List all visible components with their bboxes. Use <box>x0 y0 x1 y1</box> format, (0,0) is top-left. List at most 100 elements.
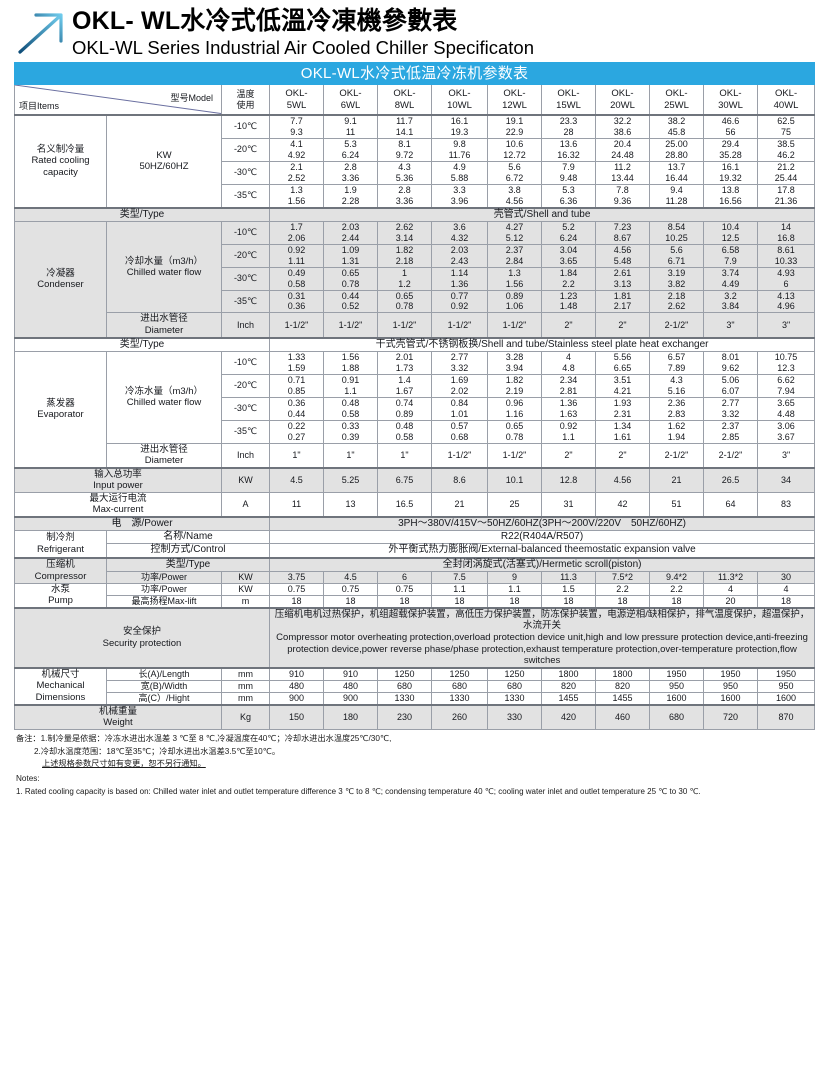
value-cell: 17.8 21.36 <box>756 183 816 209</box>
value-cell: 11.7 14.1 <box>377 113 432 139</box>
max-current-value: 21 <box>431 491 488 518</box>
pump-lift-value: 18 <box>595 594 650 609</box>
compressor-power-value: 6 <box>377 570 432 584</box>
evaporator-diameter-value: 2" <box>595 442 650 469</box>
section-label-pump: 水泵 Pump <box>14 582 107 609</box>
section-label-evaporator: 蒸发器 Evaporator <box>14 350 107 469</box>
max-current-label: 最大运行电流 Max-current <box>14 491 222 518</box>
value-cell: 23.3 28 <box>541 113 596 139</box>
dimension-value: 950 <box>649 679 704 693</box>
condenser-diameter-value: 2-1/2" <box>649 312 704 339</box>
value-cell: 3.65 4.48 <box>756 396 816 421</box>
weight-label: 机械重量 Weight <box>14 703 222 730</box>
value-cell: 10.6 12.72 <box>487 137 542 162</box>
max-current-value: 11 <box>269 491 324 518</box>
max-current-value: 31 <box>541 491 596 518</box>
temperature-cell: -20℃ <box>221 373 270 398</box>
compressor-power-value: 9 <box>487 570 542 584</box>
value-cell: 4.9 5.88 <box>431 160 488 185</box>
evaporator-diameter-label: 进出水管径 Diameter <box>106 442 222 469</box>
temperature-cell: -10℃ <box>221 113 270 139</box>
note-en-1: 1. Rated cooling capacity is based on: C… <box>16 786 701 796</box>
condenser-diameter-unit: Inch <box>221 312 270 339</box>
temperature-cell: -35℃ <box>221 419 270 444</box>
input-power-value: 4.56 <box>595 466 650 493</box>
weight-value: 720 <box>703 703 758 730</box>
pump-lift-value: 18 <box>377 594 432 609</box>
evaporator-type-label: 类型/Type <box>14 336 270 352</box>
value-cell: 0.48 0.58 <box>377 419 432 444</box>
value-cell: 16.1 19.32 <box>703 160 758 185</box>
max-current-unit: A <box>221 491 270 518</box>
value-cell: 3.3 3.96 <box>431 183 488 209</box>
input-power-unit: KW <box>221 466 270 493</box>
value-cell: 38.2 45.8 <box>649 113 704 139</box>
value-cell: 9.1 11 <box>323 113 378 139</box>
value-cell: 2.77 3.32 <box>703 396 758 421</box>
value-cell: 10.75 12.3 <box>756 350 816 375</box>
value-cell: 0.44 0.52 <box>323 289 378 314</box>
value-cell: 4.56 5.48 <box>595 243 650 268</box>
dimension-value: 1330 <box>487 691 542 706</box>
input-power-value: 21 <box>649 466 704 493</box>
refrigerant-control-label: 控制方式/Control <box>106 543 270 559</box>
evaporator-diameter-value: 1-1/2" <box>487 442 542 469</box>
value-cell: 4.3 5.16 <box>649 373 704 398</box>
security-text-en: Compressor motor overheating protection,… <box>276 632 808 667</box>
refrigerant-name-label: 名称/Name <box>106 530 270 545</box>
value-cell: 7.8 9.36 <box>595 183 650 209</box>
condenser-diameter-value: 3" <box>756 312 816 339</box>
value-cell: 9.8 11.76 <box>431 137 488 162</box>
pump-lift-value: 18 <box>269 594 324 609</box>
value-cell: 1.62 1.94 <box>649 419 704 444</box>
weight-value: 260 <box>431 703 488 730</box>
dimension-row-label: 宽(B)/Width <box>106 679 222 693</box>
security-text-cn: 压缩机电机过热保护，机组超载保护装置，高低压力保护装置，防冻保护装置，电源逆相/… <box>274 608 810 632</box>
temperature-cell: -10℃ <box>221 350 270 375</box>
section-label-rated-cooling: 名义制冷量 Rated cooling capacity <box>14 113 107 209</box>
compressor-power-value: 11.3*2 <box>703 570 758 584</box>
dimension-value: 1330 <box>431 691 488 706</box>
input-power-value: 26.5 <box>703 466 758 493</box>
condenser-diameter-value: 1-1/2" <box>487 312 542 339</box>
weight-value: 180 <box>323 703 378 730</box>
value-cell: 2.03 2.44 <box>323 220 378 245</box>
value-cell: 4.27 5.12 <box>487 220 542 245</box>
value-cell: 5.3 6.24 <box>323 137 378 162</box>
value-cell: 1.4 1.67 <box>377 373 432 398</box>
header-corner-cell: 项目Items 型号Model <box>14 84 222 116</box>
evaporator-diameter-value: 1-1/2" <box>431 442 488 469</box>
evaporator-diameter-value: 2-1/2" <box>703 442 758 469</box>
max-current-value: 83 <box>756 491 816 518</box>
pump-lift-value: 18 <box>541 594 596 609</box>
value-cell: 19.1 22.9 <box>487 113 542 139</box>
dimension-value: 910 <box>323 666 378 681</box>
value-cell: 5.56 6.65 <box>595 350 650 375</box>
condenser-diameter-value: 3" <box>703 312 758 339</box>
value-cell: 1.3 1.56 <box>269 183 324 209</box>
input-power-value: 34 <box>756 466 816 493</box>
max-current-value: 25 <box>487 491 542 518</box>
value-cell: 0.49 0.58 <box>269 266 324 291</box>
model-column-header: OKL- 15WL <box>541 84 596 116</box>
value-cell: 1.3 1.56 <box>487 266 542 291</box>
dimension-value: 1950 <box>703 666 758 681</box>
value-cell: 0.71 0.85 <box>269 373 324 398</box>
temperature-cell: -20℃ <box>221 137 270 162</box>
temperature-cell: -35℃ <box>221 183 270 209</box>
page-title: OKL- WL水冷式低溫冷凍機參數表 <box>72 7 458 35</box>
value-cell: 21.2 25.44 <box>756 160 816 185</box>
compressor-power-value: 7.5 <box>431 570 488 584</box>
dimension-value: 480 <box>269 679 324 693</box>
value-cell: 3.51 4.21 <box>595 373 650 398</box>
value-cell: 13.6 16.32 <box>541 137 596 162</box>
value-cell: 0.84 1.01 <box>431 396 488 421</box>
pump-lift-value: 20 <box>703 594 758 609</box>
value-cell: 0.22 0.27 <box>269 419 324 444</box>
value-cell: 6.58 7.9 <box>703 243 758 268</box>
value-cell: 32.2 38.6 <box>595 113 650 139</box>
table-banner: OKL-WL水冷式低温冷冻机参数表 <box>13 62 816 86</box>
condenser-diameter-label: 进出水管径 Diameter <box>106 312 222 339</box>
note-cn-2: 2.冷却水温度范围：18℃至35℃；冷却水进出水温差3.5℃至10℃。 <box>34 746 281 756</box>
